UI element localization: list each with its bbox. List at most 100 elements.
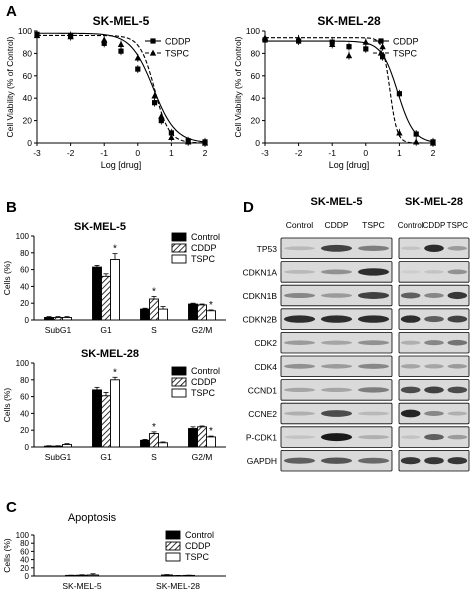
y-tick-label: 0 (25, 443, 30, 452)
category-label: G2/M (192, 325, 213, 335)
bar-control (162, 575, 173, 576)
bar-cddp (150, 299, 159, 320)
protein-band (424, 457, 444, 464)
protein-band (401, 292, 421, 298)
category-label: SubG1 (45, 452, 72, 462)
y-tick-label: 80 (23, 48, 33, 58)
category-label: S (151, 452, 157, 462)
protein-band (284, 411, 315, 415)
x-tick-label: -1 (328, 148, 336, 158)
y-tick-label: 80 (20, 539, 29, 548)
legend-swatch (166, 542, 180, 550)
legend-label: CDDP (393, 37, 419, 47)
significance-marker: * (209, 300, 213, 311)
chart-title: SK-MEL-5 (74, 221, 126, 233)
x-tick-label: 0 (363, 148, 368, 158)
protein-label: P-CDK1 (246, 433, 277, 443)
category-label: S (151, 325, 157, 335)
legend-swatch (172, 367, 186, 375)
legend-label: Control (185, 530, 214, 540)
protein-band (448, 316, 468, 323)
protein-label: CCNE2 (248, 409, 277, 419)
chart-title: Apoptosis (68, 512, 117, 524)
protein-band (448, 435, 468, 440)
protein-band (321, 245, 352, 252)
protein-label: CDK2 (254, 338, 277, 348)
protein-band (284, 364, 315, 369)
x-tick-label: 2 (431, 148, 436, 158)
protein-band (284, 340, 315, 345)
protein-band (448, 457, 468, 464)
y-tick-label: 100 (16, 232, 30, 241)
legend-swatch (172, 389, 186, 397)
protein-band (358, 387, 389, 392)
protein-band (448, 387, 468, 394)
protein-band (284, 246, 315, 250)
protein-band (284, 435, 315, 439)
lane-label: TSPC (362, 220, 385, 230)
y-tick-label: 60 (251, 71, 261, 81)
protein-band (424, 316, 444, 322)
data-point-tspc (158, 113, 164, 119)
data-point-tspc (118, 41, 124, 47)
panel-letter-a: A (6, 3, 17, 20)
y-tick-label: 0 (25, 572, 30, 581)
data-point-cddp (118, 49, 123, 54)
protein-band (284, 270, 315, 274)
bar-control (189, 429, 198, 447)
data-point-cddp (152, 100, 157, 105)
y-tick-label: 100 (18, 26, 32, 36)
significance-marker: * (113, 367, 117, 378)
bar-control (93, 390, 102, 447)
x-tick-label: -3 (261, 148, 269, 158)
protein-band (401, 247, 421, 251)
bar-tspc (88, 575, 99, 576)
data-point-cddp (363, 46, 368, 51)
protein-band (424, 293, 444, 298)
y-axis-label: Cells (%) (2, 538, 12, 573)
x-tick-label: -3 (33, 148, 41, 158)
legend-label: TSPC (165, 49, 190, 59)
protein-band (401, 270, 421, 273)
bar-tspc (207, 311, 216, 320)
protein-band (448, 246, 468, 251)
data-point-tspc (363, 39, 369, 45)
chart-title: SK-MEL-5 (93, 14, 150, 28)
x-tick-label: 2 (203, 148, 208, 158)
protein-band (424, 386, 444, 393)
bar-cddp (150, 434, 159, 447)
y-tick-label: 40 (20, 409, 29, 418)
protein-band (401, 341, 421, 345)
legend-swatch (166, 531, 180, 539)
protein-band (448, 269, 468, 274)
bar-tspc (159, 443, 168, 447)
protein-band (321, 364, 352, 369)
significance-marker: * (152, 422, 156, 433)
chart-title: SK-MEL-28 (317, 14, 381, 28)
protein-band (358, 458, 389, 464)
bar-control (141, 440, 150, 447)
protein-band (401, 315, 421, 322)
panel-letter-b: B (6, 199, 17, 216)
protein-band (358, 315, 389, 322)
protein-band (321, 341, 352, 345)
x-tick-label: 1 (397, 148, 402, 158)
legend-label: TSPC (191, 254, 216, 264)
protein-band (321, 410, 352, 417)
protein-band (358, 246, 389, 251)
protein-label: TP53 (257, 244, 278, 254)
legend-label: Control (191, 366, 220, 376)
y-tick-label: 100 (16, 531, 30, 540)
y-tick-label: 0 (255, 138, 260, 148)
y-tick-label: 60 (20, 393, 29, 402)
x-tick-label: -1 (100, 148, 108, 158)
significance-marker: * (209, 426, 213, 437)
data-point-cddp (397, 91, 402, 96)
x-tick-label: -2 (67, 148, 75, 158)
legend-swatch (172, 378, 186, 386)
protein-band (321, 293, 352, 298)
legend-label: CDDP (191, 243, 217, 253)
